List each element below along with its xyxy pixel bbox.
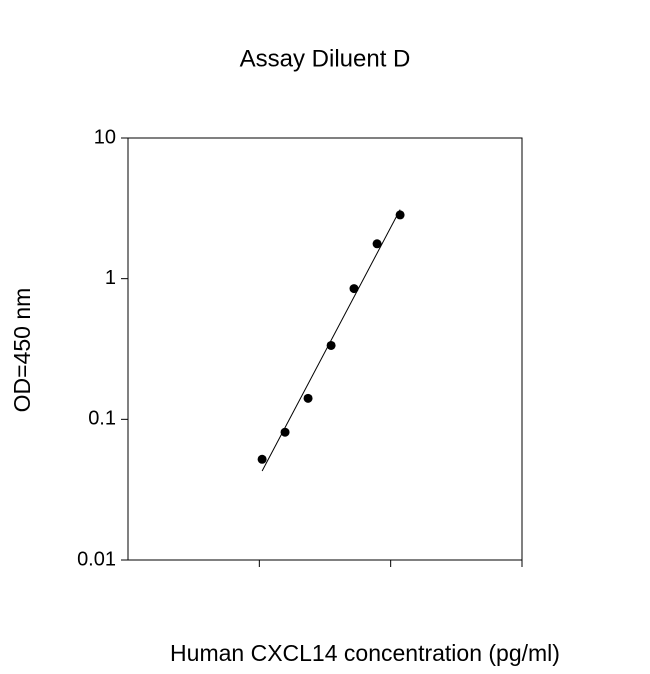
data-point (257, 454, 267, 464)
x-axis-label: Human CXCL14 concentration (pg/ml) (170, 640, 560, 666)
y-axis-label: OD=450 nm (9, 288, 35, 413)
fit-line (261, 209, 401, 472)
data-point (303, 393, 313, 403)
data-point (372, 239, 382, 249)
chart-title: Assay Diluent D (240, 45, 411, 72)
y-tick-label: 0.1 (88, 408, 116, 430)
y-tick-label: 0.01 (77, 548, 116, 570)
y-tick-label: 10 (94, 126, 116, 148)
data-point (280, 427, 290, 437)
plot-frame (127, 137, 523, 561)
y-tick-label: 1 (105, 267, 116, 289)
data-point (349, 284, 359, 294)
data-point (395, 210, 405, 220)
data-point (326, 340, 336, 350)
